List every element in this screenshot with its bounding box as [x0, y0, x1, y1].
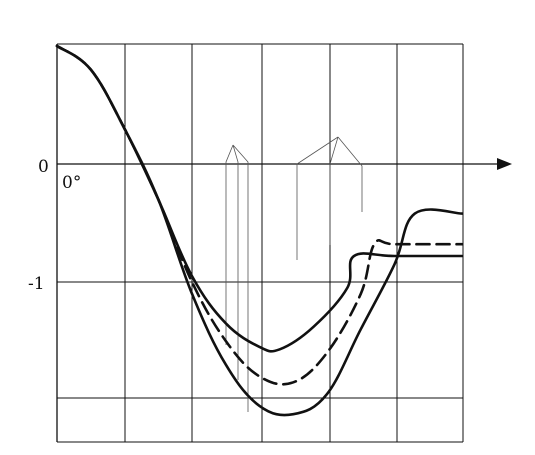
axes: [56, 44, 512, 442]
series-line-3: [55, 44, 464, 417]
y-tick-label-0: 0: [38, 157, 49, 177]
leader-line-right: [296, 136, 363, 260]
leader-line-left: [225, 144, 249, 412]
y-tick-label-neg1: -1: [28, 274, 45, 294]
annotation-leaders: [225, 136, 363, 412]
series-line-2: [55, 44, 464, 386]
tick-labels: 0 -1 0°: [28, 157, 81, 294]
curves: [55, 44, 464, 417]
x-axis-arrow-icon: [497, 158, 512, 170]
x-tick-label-origin: 0°: [62, 173, 81, 193]
series-line-1: [55, 44, 464, 353]
